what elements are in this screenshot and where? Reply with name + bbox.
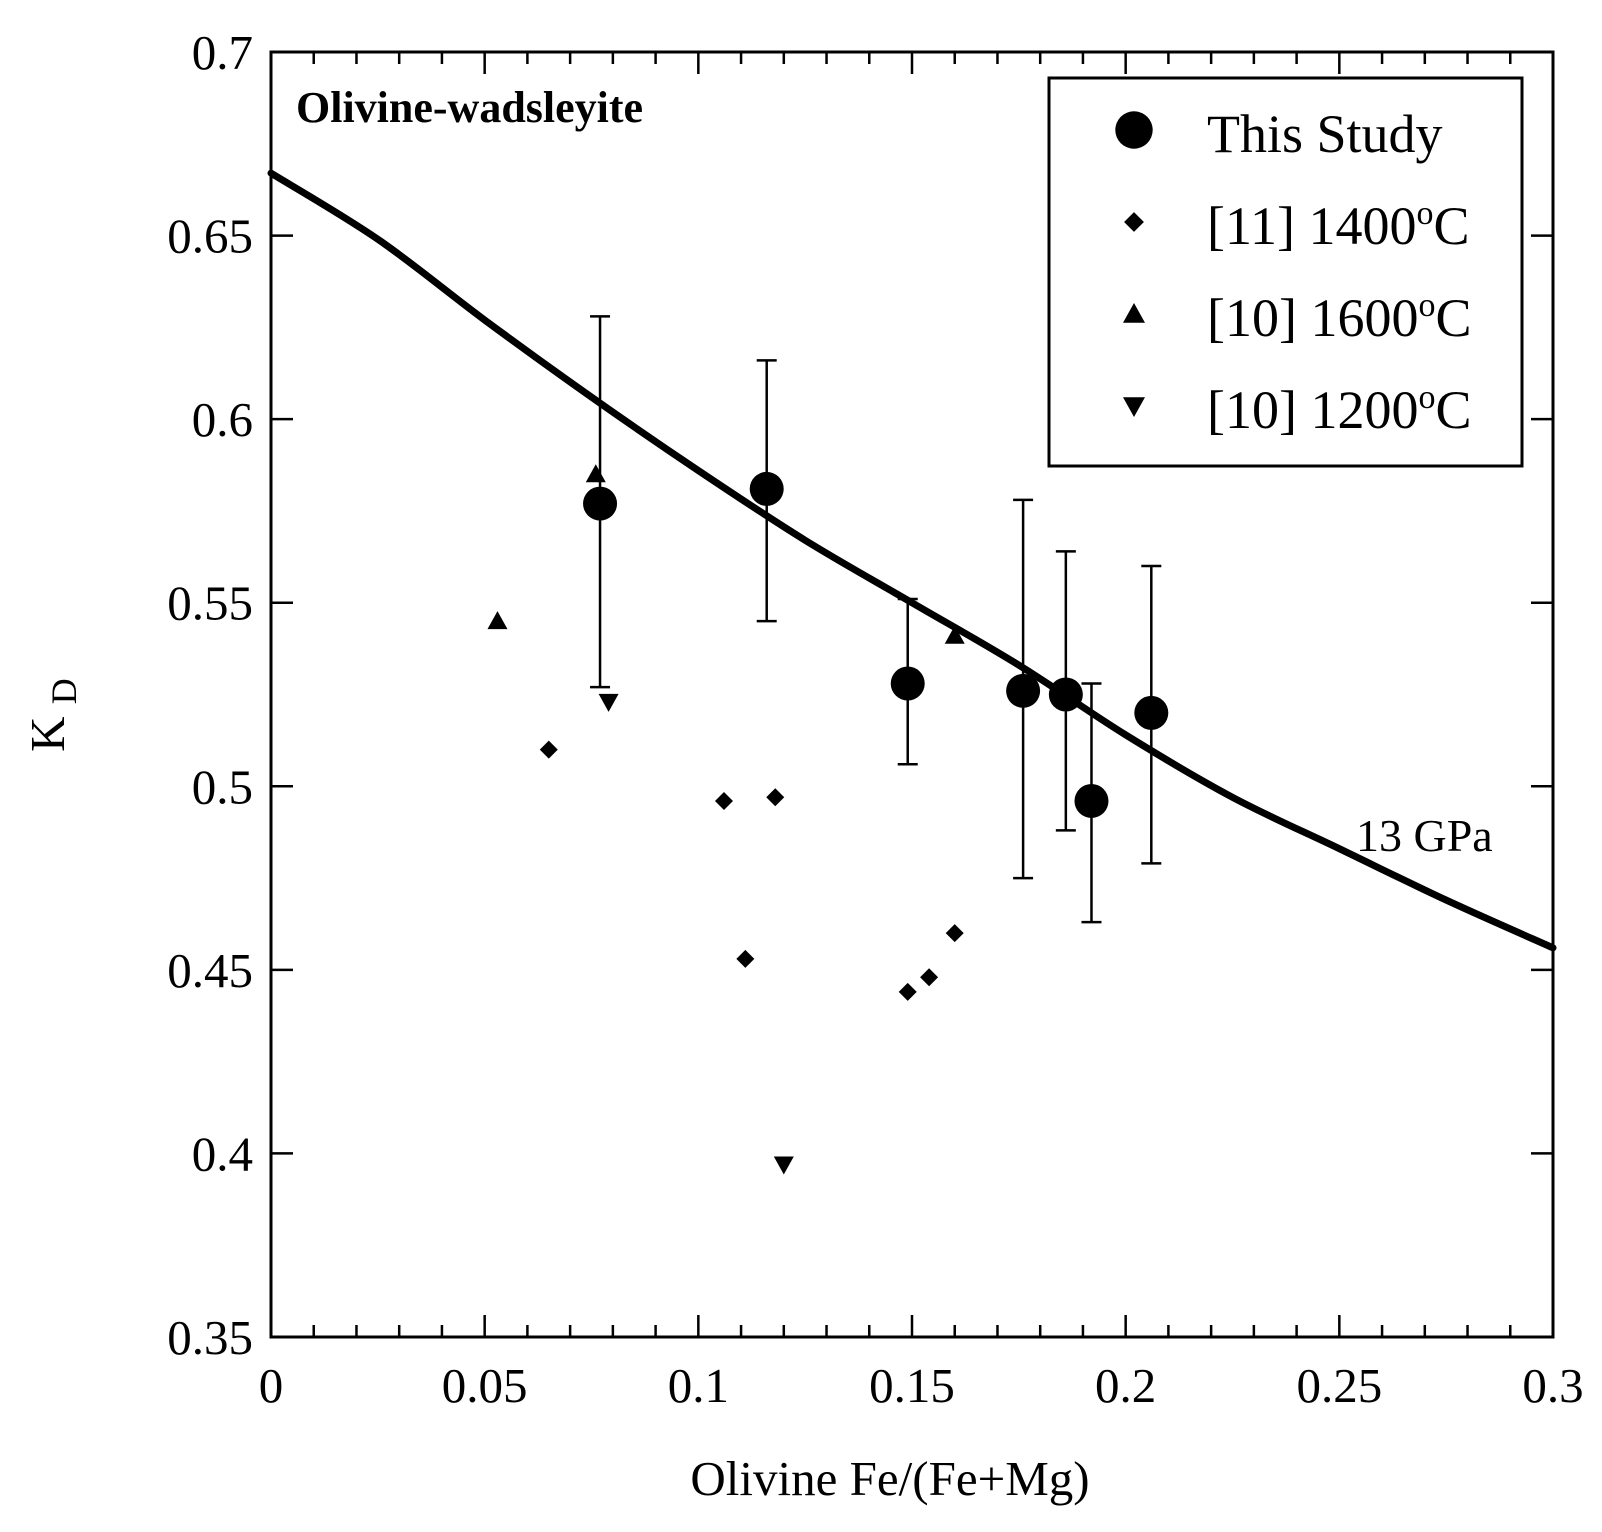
y-axis-label-main: K bbox=[20, 716, 75, 751]
y-tick-label: 0.7 bbox=[192, 25, 253, 80]
data-point-diamond bbox=[539, 740, 558, 759]
data-point-diamond bbox=[766, 788, 785, 807]
data-point-triangle-up bbox=[585, 464, 606, 483]
x-tick-label: 0.1 bbox=[668, 1358, 729, 1413]
legend-label-unit: C bbox=[1433, 196, 1469, 256]
data-point-circle bbox=[1006, 673, 1041, 708]
x-tick-label: 0 bbox=[259, 1358, 284, 1413]
legend-label-degree: o bbox=[1418, 287, 1435, 324]
legend-marker-circle bbox=[1115, 111, 1153, 149]
data-point-diamond bbox=[714, 791, 733, 810]
legend-label-main: This Study bbox=[1207, 104, 1443, 164]
y-tick-label: 0.6 bbox=[192, 392, 253, 447]
x-tick-label: 0.2 bbox=[1095, 1358, 1156, 1413]
x-tick-label: 0.15 bbox=[869, 1358, 955, 1413]
data-point-circle bbox=[749, 471, 784, 506]
x-axis-label: Olivine Fe/(Fe+Mg) bbox=[690, 1451, 1089, 1506]
data-point-diamond bbox=[920, 968, 939, 987]
x-tick-label: 0.05 bbox=[442, 1358, 528, 1413]
x-tick-label: 0.3 bbox=[1522, 1358, 1583, 1413]
data-point-triangle-up bbox=[487, 611, 508, 630]
legend-label: This Study bbox=[1207, 104, 1443, 164]
legend-label-degree: o bbox=[1416, 195, 1433, 232]
legend-label: [10] 1200oC bbox=[1207, 379, 1472, 440]
curve-label: 13 GPa bbox=[1356, 810, 1493, 861]
legend-label-main: [10] 1600 bbox=[1207, 288, 1418, 348]
tick-labels: 0 0.05 0.1 0.15 0.2 0.25 0.3 0.35 0.4 0.45 0.5 0.55… bbox=[167, 25, 1583, 1413]
y-tick-label: 0.5 bbox=[192, 759, 253, 814]
data-point-diamond bbox=[945, 924, 964, 943]
legend-label-unit: C bbox=[1435, 288, 1471, 348]
legend-marker-triangle-up bbox=[1123, 303, 1145, 323]
data-point-triangle-up bbox=[944, 625, 965, 644]
legend-label-main: [11] 1400 bbox=[1207, 196, 1416, 256]
data-point-circle bbox=[1048, 677, 1083, 712]
y-tick-label: 0.4 bbox=[192, 1126, 253, 1181]
chart-title: Olivine-wadsleyite bbox=[296, 83, 643, 132]
y-tick-label: 0.65 bbox=[167, 209, 253, 264]
y-tick-label: 0.45 bbox=[167, 943, 253, 998]
data-point-circle bbox=[890, 666, 925, 701]
y-tick-label: 0.55 bbox=[167, 576, 253, 631]
data-point-triangle-down bbox=[598, 693, 619, 712]
legend: This Study[11] 1400oC[10] 1600oC[10] 120… bbox=[1047, 76, 1524, 468]
x-tick-label: 0.25 bbox=[1296, 1358, 1382, 1413]
data-point-diamond bbox=[898, 982, 917, 1001]
legend-marker-triangle-down bbox=[1123, 397, 1145, 417]
y-axis-label: K D bbox=[20, 678, 84, 752]
data-point-circle bbox=[583, 486, 618, 521]
legend-label-unit: C bbox=[1435, 380, 1471, 440]
data-point-diamond bbox=[736, 949, 755, 968]
data-point-circle bbox=[1074, 783, 1109, 818]
legend-label: [10] 1600oC bbox=[1207, 287, 1472, 348]
data-point-circle bbox=[1134, 695, 1169, 730]
data-points bbox=[487, 464, 1169, 1175]
legend-label-main: [10] 1200 bbox=[1207, 380, 1418, 440]
data-point-triangle-down bbox=[773, 1156, 794, 1175]
legend-marker-diamond bbox=[1124, 212, 1144, 232]
axis-ticks bbox=[269, 50, 1555, 1339]
legend-label-degree: o bbox=[1418, 379, 1435, 416]
y-tick-label: 0.35 bbox=[167, 1310, 253, 1365]
y-axis-label-sub: D bbox=[44, 678, 84, 704]
legend-label: [11] 1400oC bbox=[1207, 195, 1470, 256]
